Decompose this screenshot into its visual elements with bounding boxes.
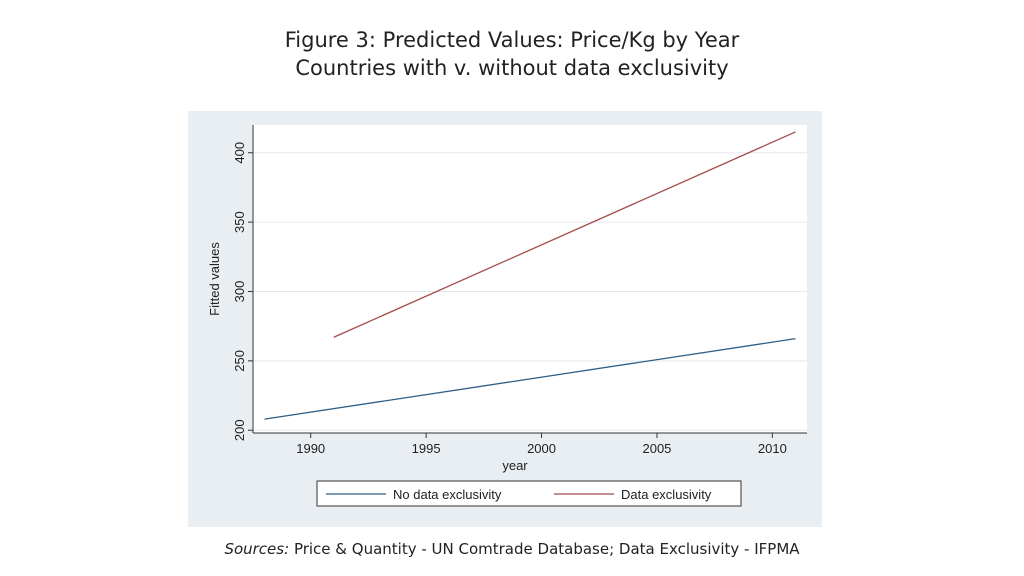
chart-panel: 200 250 300 350 400 1990 1995 2000 2005 2010 yea… <box>188 111 822 527</box>
series-lines <box>264 131 796 420</box>
figure-title-prefix: Figure 3: <box>284 28 376 52</box>
plot-area <box>253 125 807 433</box>
y-tick-label: 250 <box>232 350 247 372</box>
x-tick-label: 1995 <box>412 441 441 456</box>
figure-subtitle: Countries with v. without data exclusivi… <box>295 56 729 80</box>
line-chart: 200 250 300 350 400 1990 1995 2000 2005 2010 yea… <box>188 111 822 527</box>
x-tick-label: 2005 <box>642 441 671 456</box>
x-axis-label: year <box>502 458 528 473</box>
sources-text: Price & Quantity - UN Comtrade Database;… <box>293 540 800 558</box>
legend-box <box>316 480 742 507</box>
figure-title-text: Predicted Values: Price/Kg by Year <box>382 28 740 52</box>
figure-title: Figure 3: Predicted Values: Price/Kg by … <box>0 26 1024 54</box>
y-tick-label: 400 <box>232 142 247 164</box>
y-axis-ticks: 200 250 300 350 400 <box>232 142 253 441</box>
x-tick-label: 2010 <box>758 441 787 456</box>
sources-note: Sources: Price & Quantity - UN Comtrade … <box>0 540 1024 558</box>
y-tick-label: 200 <box>232 419 247 441</box>
y-tick-label: 350 <box>232 211 247 233</box>
grid-lines <box>253 152 807 431</box>
legend: No data exclusivity Data exclusivity <box>316 480 742 507</box>
x-tick-label: 1990 <box>296 441 325 456</box>
x-tick-label: 2000 <box>527 441 556 456</box>
y-tick-label: 300 <box>232 281 247 303</box>
series-line-2 <box>333 131 796 338</box>
legend-label-1: No data exclusivity <box>393 487 502 502</box>
x-axis-ticks: 1990 1995 2000 2005 2010 <box>296 433 787 456</box>
figure-title-block: Figure 3: Predicted Values: Price/Kg by … <box>0 26 1024 82</box>
sources-label: Sources: <box>224 540 290 558</box>
series-line-1 <box>264 338 796 420</box>
legend-label-2: Data exclusivity <box>621 487 712 502</box>
y-axis-label: Fitted values <box>207 242 222 316</box>
